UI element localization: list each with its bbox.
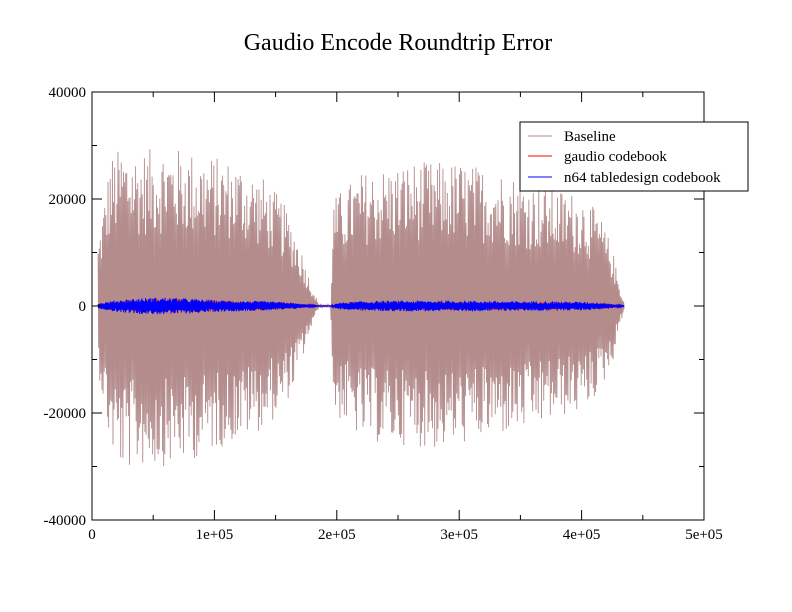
legend-label-n64: n64 tabledesign codebook xyxy=(564,170,721,186)
y-tick-label: -20000 xyxy=(44,406,87,422)
x-tick-label: 0 xyxy=(88,527,96,543)
x-tick-label: 2e+05 xyxy=(318,527,356,543)
series-line-n64-tabledesign-codebook xyxy=(97,297,625,315)
x-tick-label: 3e+05 xyxy=(440,527,478,543)
series-line-baseline xyxy=(97,149,625,467)
chart-title: Gaudio Encode Roundtrip Error xyxy=(244,30,553,56)
y-tick-label: 20000 xyxy=(49,192,87,208)
y-tick-label: -40000 xyxy=(44,513,87,529)
legend-label-gaudio: gaudio codebook xyxy=(564,149,667,165)
legend: Baseline gaudio codebook n64 tabledesign… xyxy=(519,121,749,192)
x-tick-label: 5e+05 xyxy=(685,527,723,543)
y-tick-label: 0 xyxy=(79,299,87,315)
plot-area: 0 1e+05 2e+05 3e+05 4e+05 5e+05 -40000 -20000 0 2… xyxy=(44,85,723,543)
y-tick-label: 40000 xyxy=(49,85,87,101)
legend-label-baseline: Baseline xyxy=(564,129,616,145)
legend-box xyxy=(519,121,749,192)
x-tick-label: 4e+05 xyxy=(563,527,601,543)
series-layer xyxy=(97,149,625,467)
x-tick-label: 1e+05 xyxy=(196,527,234,543)
axis-layer: 0 1e+05 2e+05 3e+05 4e+05 5e+05 -40000 -20000 0 2… xyxy=(44,85,723,543)
